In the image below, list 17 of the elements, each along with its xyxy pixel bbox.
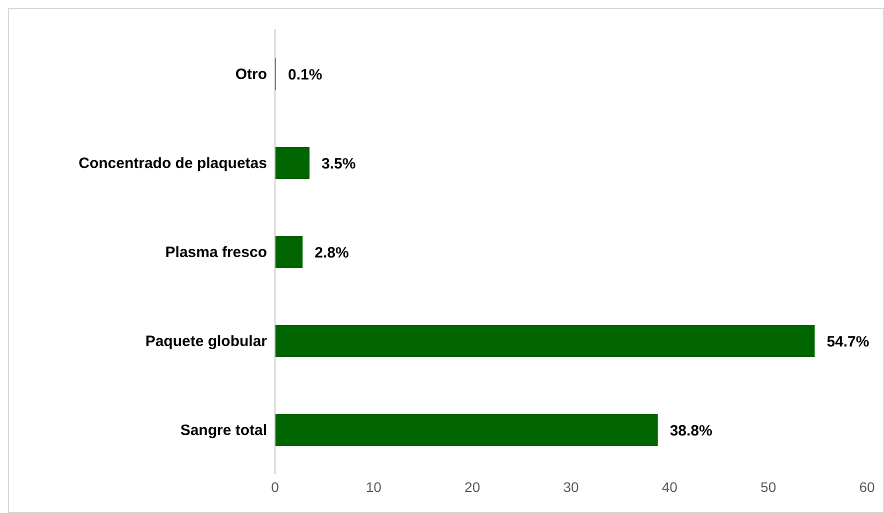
x-tick-label: 20 — [464, 478, 480, 495]
data-label: 2.8% — [314, 244, 349, 262]
data-label: 38.8% — [670, 422, 712, 440]
x-tick-label: 60 — [859, 478, 875, 495]
x-tick-label: 30 — [563, 478, 579, 495]
x-tick-label: 0 — [271, 478, 280, 495]
y-tick-label: Plasma fresco — [165, 244, 267, 261]
y-tick-label: Otro — [235, 66, 267, 83]
y-tick-label: Paquete globular — [145, 332, 268, 350]
x-tick-label: 10 — [366, 478, 382, 495]
data-label: 0.1% — [288, 66, 322, 84]
data-label: 3.5% — [322, 155, 356, 172]
data-label: 54.7% — [826, 333, 870, 350]
x-tick-label: 40 — [662, 478, 678, 495]
y-tick-label: Concentrado de plaquetas — [78, 154, 267, 172]
y-tick-label: Sangre total — [180, 422, 267, 439]
x-tick-label: 50 — [760, 478, 776, 495]
